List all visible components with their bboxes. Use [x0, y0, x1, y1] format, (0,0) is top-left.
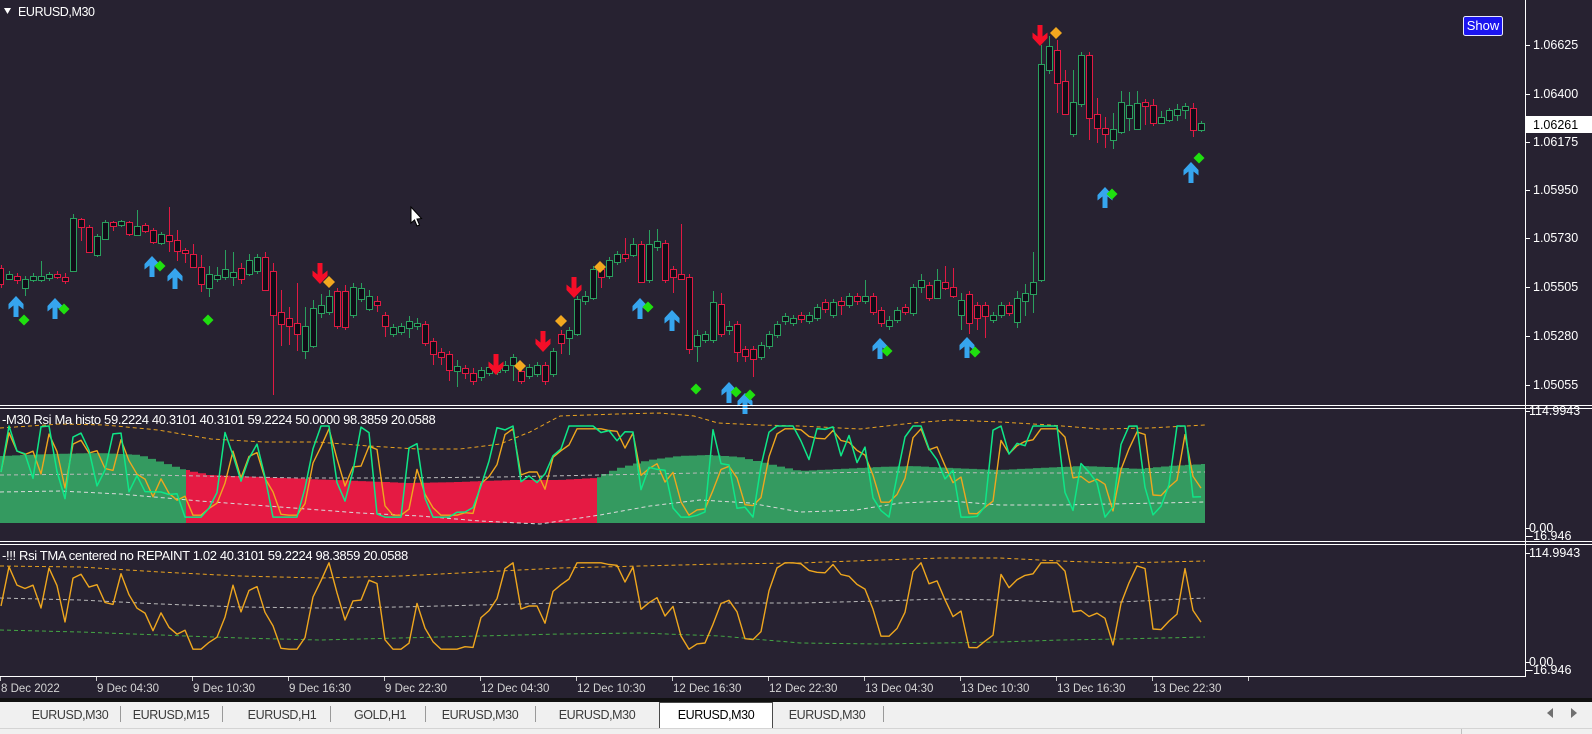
- svg-text:13 Dec 04:30: 13 Dec 04:30: [865, 683, 933, 695]
- svg-text:EURUSD,H1: EURUSD,H1: [248, 708, 317, 722]
- svg-text:EURUSD,M15: EURUSD,M15: [133, 708, 210, 722]
- svg-text:13 Dec 22:30: 13 Dec 22:30: [1153, 683, 1221, 695]
- svg-text:-M30 Rsi Ma histo 59.2224 40.3: -M30 Rsi Ma histo 59.2224 40.3101 40.310…: [2, 412, 436, 427]
- svg-text:EURUSD,M30: EURUSD,M30: [789, 708, 866, 722]
- svg-text:-!!! Rsi TMA centered no REPAI: -!!! Rsi TMA centered no REPAINT 1.02 40…: [2, 548, 408, 563]
- svg-text:1.05505: 1.05505: [1533, 280, 1578, 294]
- svg-text:13 Dec 10:30: 13 Dec 10:30: [961, 683, 1029, 695]
- svg-text:1.06175: 1.06175: [1533, 135, 1578, 149]
- svg-text:1.06625: 1.06625: [1533, 38, 1578, 52]
- svg-text:13 Dec 16:30: 13 Dec 16:30: [1057, 683, 1125, 695]
- svg-text:12 Dec 16:30: 12 Dec 16:30: [673, 683, 741, 695]
- svg-text:114.9943: 114.9943: [1529, 404, 1580, 418]
- svg-text:12 Dec 10:30: 12 Dec 10:30: [577, 683, 645, 695]
- svg-text:1.05055: 1.05055: [1533, 378, 1578, 392]
- svg-text:12 Dec 04:30: 12 Dec 04:30: [481, 683, 549, 695]
- svg-text:1.06261: 1.06261: [1533, 118, 1578, 132]
- svg-text:Show: Show: [1467, 18, 1500, 33]
- svg-text:EURUSD,M30: EURUSD,M30: [32, 708, 109, 722]
- svg-text:1.05280: 1.05280: [1533, 329, 1578, 343]
- svg-text:8 Dec 2022: 8 Dec 2022: [1, 683, 60, 695]
- svg-text:9 Dec 04:30: 9 Dec 04:30: [97, 683, 159, 695]
- svg-text:EURUSD,M30: EURUSD,M30: [442, 708, 519, 722]
- svg-text:9 Dec 22:30: 9 Dec 22:30: [385, 683, 447, 695]
- svg-text:114.9943: 114.9943: [1529, 546, 1580, 560]
- svg-text:1.06400: 1.06400: [1533, 87, 1578, 101]
- svg-text:-16.946: -16.946: [1529, 663, 1571, 677]
- svg-text:1.05950: 1.05950: [1533, 183, 1578, 197]
- svg-text:9 Dec 16:30: 9 Dec 16:30: [289, 683, 351, 695]
- svg-text:EURUSD,M30: EURUSD,M30: [18, 5, 95, 19]
- svg-text:EURUSD,M30: EURUSD,M30: [559, 708, 636, 722]
- svg-text:0.00: 0.00: [1529, 521, 1553, 535]
- svg-text:GOLD,H1: GOLD,H1: [354, 708, 407, 722]
- svg-text:0.00: 0.00: [1529, 655, 1553, 669]
- svg-text:9 Dec 10:30: 9 Dec 10:30: [193, 683, 255, 695]
- svg-text:EURUSD,M30: EURUSD,M30: [678, 708, 755, 722]
- svg-text:1.05730: 1.05730: [1533, 231, 1578, 245]
- svg-text:-16.946: -16.946: [1529, 529, 1571, 543]
- svg-text:12 Dec 22:30: 12 Dec 22:30: [769, 683, 837, 695]
